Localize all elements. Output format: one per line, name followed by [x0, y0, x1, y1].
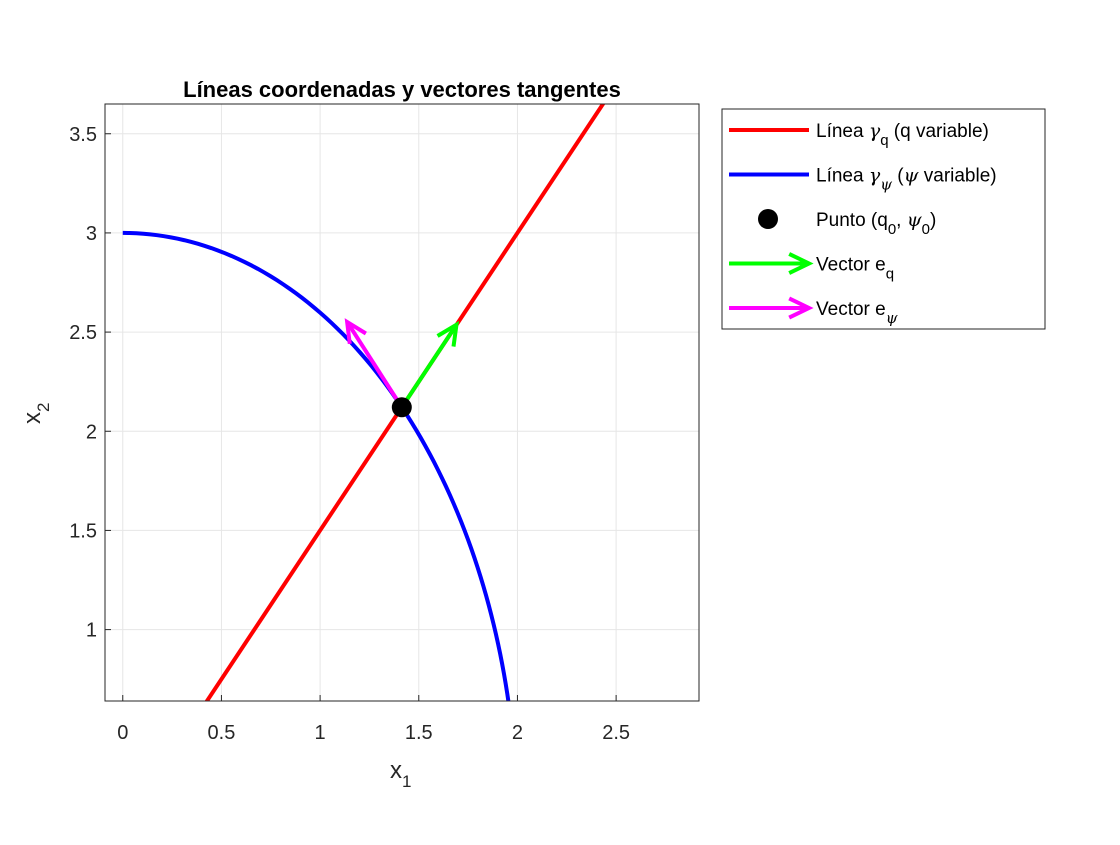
- x-tick-label: 0.5: [208, 722, 236, 744]
- legend-entry: Vector eq: [729, 252, 894, 283]
- legend-dot-swatch: [758, 209, 778, 229]
- y-tick-label: 2.5: [69, 322, 97, 344]
- y-tick-label: 1.5: [69, 520, 97, 542]
- legend-arrow-swatch-head: [788, 296, 814, 320]
- y-tick-label: 3: [86, 223, 97, 245]
- legend-arrow-swatch: [729, 252, 814, 275]
- line-gamma-q: [204, 104, 606, 701]
- vector-epsi: [344, 318, 404, 409]
- y-tick-label: 3.5: [69, 124, 97, 146]
- legend[interactable]: Línea γq (q variable) Línea γψ (ψ variabl…: [721, 108, 1046, 330]
- legend-label: Punto (q0, ψ0): [816, 209, 936, 238]
- legend-entry: Línea γq (q variable): [729, 120, 989, 149]
- y-tick-label: 1: [86, 620, 97, 642]
- legend-label: Vector eψ: [816, 299, 898, 327]
- point: [391, 397, 412, 418]
- legend-arrow-swatch-head: [788, 252, 814, 275]
- ticks: 0 0.5 1 1.5 2 2.5 1 1.5 2 2.5 3 3.5: [69, 124, 630, 744]
- axes-box: [104, 103, 700, 702]
- grid: [105, 104, 699, 701]
- x-tick-label: 2.5: [602, 722, 630, 744]
- vector-eq: [400, 320, 460, 409]
- x-tick-label: 0: [117, 722, 128, 744]
- y-axis-label: x2: [19, 403, 53, 424]
- series: [122, 104, 606, 701]
- x-tick-label: 1: [315, 722, 326, 744]
- x-tick-label: 2: [512, 722, 523, 744]
- series-group: [122, 104, 606, 701]
- legend-entry: Línea γψ (ψ variable): [729, 165, 997, 194]
- legend-arrow-swatch: [729, 296, 814, 320]
- legend-label: Línea γq (q variable): [816, 120, 989, 149]
- legend-label: Línea γψ (ψ variable): [816, 165, 997, 194]
- y-tick-label: 2: [86, 421, 97, 443]
- vector-epsi-head: [344, 318, 367, 345]
- chart-title: Líneas coordenadas y vectores tangentes: [183, 77, 621, 102]
- x-axis-label: x1: [390, 757, 411, 791]
- x-tick-label: 1.5: [405, 722, 433, 744]
- legend-entry: Punto (q0, ψ0): [758, 209, 936, 238]
- legend-entry: Vector eψ: [729, 296, 898, 327]
- vector-eq-head: [436, 320, 460, 347]
- vector-eq-shaft: [400, 323, 459, 409]
- vector-epsi-shaft: [345, 320, 404, 409]
- legend-label: Vector eq: [816, 255, 894, 283]
